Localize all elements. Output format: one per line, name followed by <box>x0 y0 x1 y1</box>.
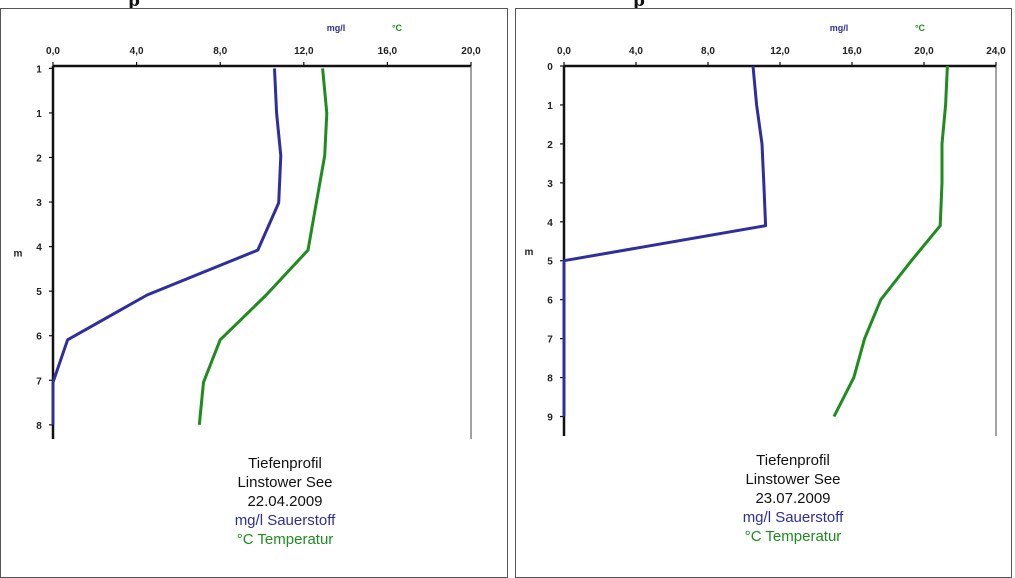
caption-date: 22.04.2009 <box>247 493 322 510</box>
y-tick-label: 4 <box>547 218 553 229</box>
x-tick-label: 4,0 <box>130 46 144 57</box>
header-strip-left: p <box>0 0 508 8</box>
x-tick-label: 16,0 <box>842 46 862 57</box>
caption-lake: Linstower See <box>237 474 332 491</box>
y-axis-label: m <box>525 247 534 258</box>
chart-panel-april: mg/l °C 0,0 4,0 8,0 12,0 16,0 20,0 1 1 2 3 4 5 6 7 8 m Tie… <box>0 8 508 578</box>
caption-lake: Linstower See <box>745 471 840 488</box>
unit-temperature: °C <box>392 23 403 33</box>
x-tick-label: 4,0 <box>629 46 643 57</box>
legend-temperature: °C Temperatur <box>237 531 334 548</box>
x-tick-label: 20,0 <box>461 46 481 57</box>
x-tick-label: 0,0 <box>46 46 60 57</box>
header-fragment-left: p <box>128 0 140 8</box>
unit-oxygen: mg/l <box>327 23 346 33</box>
y-tick-label: 6 <box>36 332 42 343</box>
legend-oxygen: mg/l Sauerstoff <box>235 512 336 529</box>
y-tick-label: 5 <box>36 287 42 298</box>
series-line-temperature <box>197 68 329 425</box>
y-tick-label: 1 <box>36 64 42 75</box>
y-tick-label: 4 <box>36 243 42 254</box>
depth-profile-chart-april: mg/l °C 0,0 4,0 8,0 12,0 16,0 20,0 1 1 2 3 4 5 6 7 8 m Tie… <box>14 23 482 548</box>
x-tick-label: 8,0 <box>701 46 715 57</box>
y-tick-label: 6 <box>547 296 553 307</box>
y-tick-label: 2 <box>547 140 553 151</box>
series-line-oxygen <box>562 65 768 417</box>
y-tick-label: 1 <box>547 101 553 112</box>
x-tick-label: 16,0 <box>378 46 398 57</box>
y-tick-label: 7 <box>36 376 42 387</box>
y-axis-label: m <box>14 249 23 260</box>
caption-date: 23.07.2009 <box>755 490 830 507</box>
legend-oxygen: mg/l Sauerstoff <box>743 509 844 526</box>
series-line-temperature <box>832 65 949 418</box>
y-tick-label: 9 <box>547 413 553 424</box>
x-tick-label: 0,0 <box>557 46 571 57</box>
y-tick-label: 2 <box>36 153 42 164</box>
y-tick-label: 1 <box>36 109 42 120</box>
y-tick-label: 8 <box>547 374 553 385</box>
caption-title: Tiefenprofil <box>248 455 322 472</box>
x-tick-label: 20,0 <box>914 46 934 57</box>
x-tick-label: 8,0 <box>213 46 227 57</box>
y-tick-label: 5 <box>547 257 553 268</box>
chart-panel-july: mg/l °C 0,0 4,0 8,0 12,0 16,0 20,0 24,0 0 1 2 3 4 5 6 7 8… <box>515 8 1012 578</box>
y-tick-label: 7 <box>547 335 553 346</box>
y-tick-label: 3 <box>36 198 42 209</box>
header-fragment-right: p <box>633 0 645 8</box>
y-tick-label: 8 <box>36 421 42 432</box>
x-tick-label: 12,0 <box>770 46 790 57</box>
y-tick-label: 0 <box>547 62 553 73</box>
x-tick-label: 24,0 <box>986 46 1006 57</box>
caption-title: Tiefenprofil <box>756 452 830 469</box>
depth-profile-chart-july: mg/l °C 0,0 4,0 8,0 12,0 16,0 20,0 24,0 0 1 2 3 4 5 6 7 8… <box>525 23 1007 545</box>
x-tick-label: 12,0 <box>294 46 314 57</box>
header-strip-right: p <box>515 0 1012 8</box>
unit-oxygen: mg/l <box>830 23 849 33</box>
unit-temperature: °C <box>915 23 926 33</box>
series-line-oxygen <box>51 68 283 425</box>
legend-temperature: °C Temperatur <box>745 528 842 545</box>
y-tick-label: 3 <box>547 179 553 190</box>
